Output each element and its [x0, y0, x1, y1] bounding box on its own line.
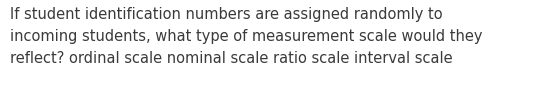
Text: If student identification numbers are assigned randomly to
incoming students, wh: If student identification numbers are as…: [10, 7, 483, 66]
